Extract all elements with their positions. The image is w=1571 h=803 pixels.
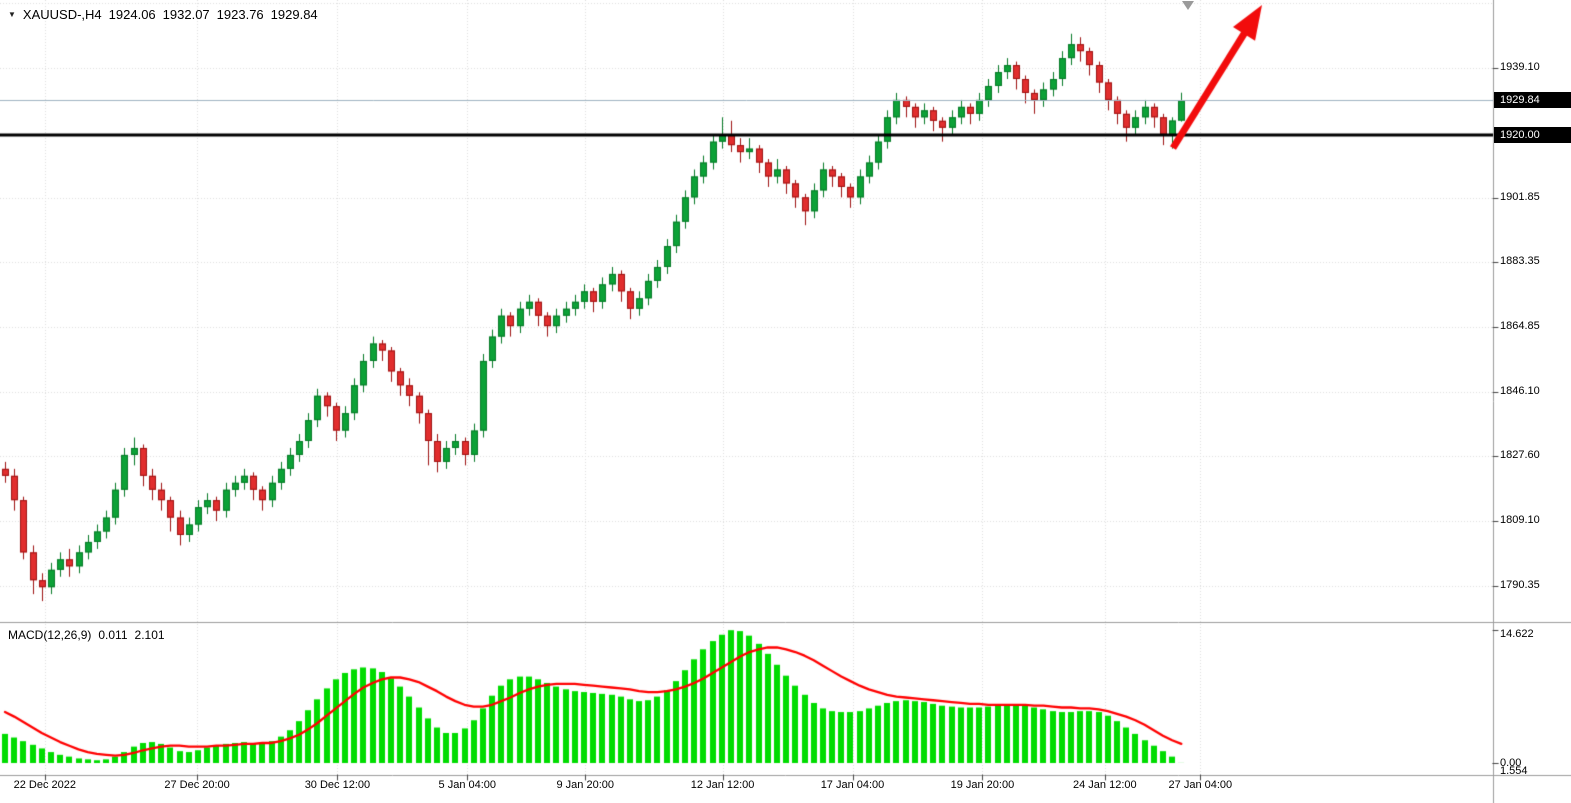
price-axis-label: 1827.60 [1500,449,1540,462]
macd-name: MACD(12,26,9) [8,628,92,642]
macd-axis-label: 0.00 [1500,757,1522,769]
macd-axis-label: 14.622 [1500,628,1534,640]
macd-signal-value: 2.101 [134,628,165,642]
time-axis-label: 5 Jan 04:00 [438,779,497,791]
time-axis-label: 27 Jan 04:00 [1168,779,1233,791]
time-axis-label: 17 Jan 04:00 [820,779,885,791]
bid-price-badge: 1929.84 [1494,92,1571,109]
close-value: 1929.84 [270,7,318,22]
symbol-period-label: XAUUSD-,H4 [22,7,102,22]
hline-price-badge: 1920.00 [1494,126,1571,143]
trend-arrow-annotation[interactable] [1158,0,1283,165]
open-value: 1924.06 [108,7,156,22]
price-axis-label: 1864.85 [1500,319,1540,332]
macd-main-value: 0.011 [98,628,128,642]
chart-shift-marker[interactable] [1182,1,1194,10]
price-axis-label: 1901.85 [1500,190,1540,203]
time-axis-label: 30 Dec 12:00 [304,779,371,791]
high-value: 1932.07 [162,7,210,22]
low-value: 1923.76 [216,7,264,22]
price-axis[interactable]: 1939.10 1901.85 1883.35 1864.85 1846.10 1827.… [1494,0,1571,775]
time-axis-label: 22 Dec 2022 [13,779,76,791]
time-axis-label: 19 Jan 20:00 [950,779,1015,791]
price-axis-label: 1846.10 [1500,384,1540,397]
time-axis-label: 12 Jan 12:00 [690,779,755,791]
macd-axis-label: 1.554 [1500,765,1528,778]
price-axis-label: 1790.35 [1500,578,1540,591]
time-axis-label: 27 Dec 20:00 [164,779,230,791]
price-axis-label: 1809.10 [1500,513,1540,526]
time-axis[interactable]: 22 Dec 2022 27 Dec 20:00 30 Dec 12:00 5 Jan… [0,777,1493,803]
time-axis-label: 24 Jan 12:00 [1073,779,1137,791]
chart-ohlc-header: ▼ XAUUSD-,H4 1924.06 1932.07 1923.76 192… [8,7,318,22]
symbol-dropdown-icon: ▼ [8,10,16,19]
time-axis-label: 9 Jan 20:00 [556,779,615,791]
price-axis-label: 1883.35 [1500,255,1540,268]
price-axis-label: 1939.10 [1500,61,1540,74]
macd-indicator-label: MACD(12,26,9) 0.011 2.101 [8,628,165,642]
